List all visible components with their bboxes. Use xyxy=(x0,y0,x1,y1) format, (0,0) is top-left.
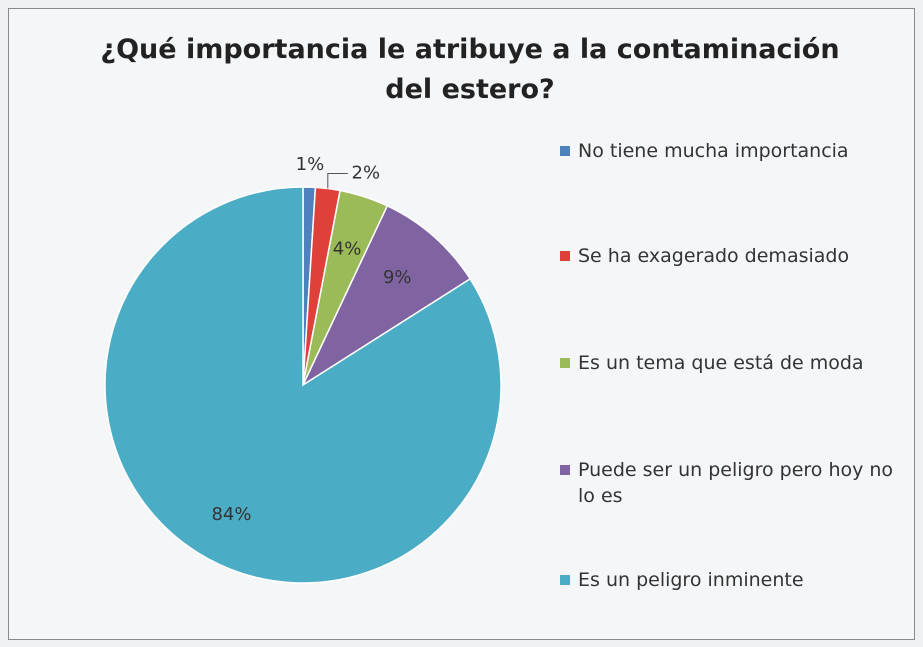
data-label: 4% xyxy=(333,238,362,259)
data-label: 2% xyxy=(352,163,381,184)
chart-title: ¿Qué importancia le atribuye a la contam… xyxy=(100,34,840,105)
legend-item: No tiene mucha importancia xyxy=(560,138,905,164)
legend-item: Es un peligro inminente xyxy=(560,567,905,593)
pie-slice xyxy=(301,204,472,388)
data-label: 9% xyxy=(383,267,412,288)
legend-label: Es un peligro inminente xyxy=(578,569,804,591)
legend-item: Es un tema que está de moda xyxy=(560,350,905,376)
pie-slice xyxy=(104,186,502,584)
legend-swatch xyxy=(560,575,570,585)
legend-swatch xyxy=(560,465,570,475)
legend-swatch xyxy=(560,251,570,261)
data-label: 1% xyxy=(296,154,325,175)
legend-swatch xyxy=(560,146,570,156)
leader-line xyxy=(327,173,348,189)
legend-item: Puede ser un peligro pero hoy no lo es xyxy=(560,457,905,509)
legend-label: Puede ser un peligro pero hoy no lo es xyxy=(578,459,894,507)
data-label: 84% xyxy=(211,504,251,525)
legend-item: Se ha exagerado demasiado xyxy=(560,243,905,269)
legend-swatch xyxy=(560,358,570,368)
legend-label: No tiene mucha importancia xyxy=(578,140,849,162)
legend-label: Es un tema que está de moda xyxy=(578,352,864,374)
legend-label: Se ha exagerado demasiado xyxy=(578,245,850,267)
